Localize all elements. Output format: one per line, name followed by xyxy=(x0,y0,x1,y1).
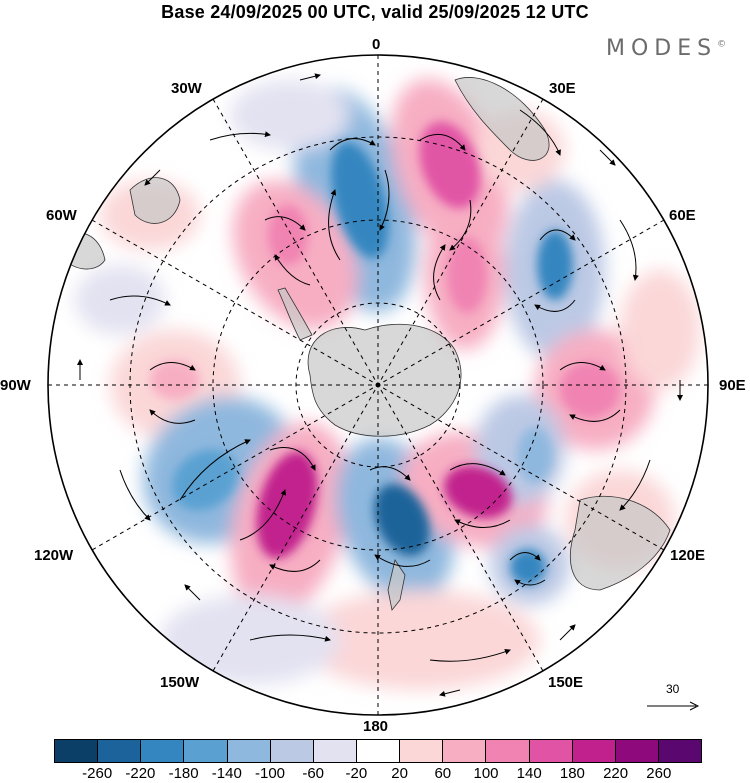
colorbar-segment xyxy=(658,740,702,762)
colorbar-segment xyxy=(400,740,444,762)
lon-label-30e: 30E xyxy=(549,80,576,97)
land-masses xyxy=(59,77,671,611)
brand-logo: MODES© xyxy=(606,36,726,61)
colorbar-tick-label: -220 xyxy=(125,765,156,782)
colorbar-tick-label: -60 xyxy=(302,765,325,782)
lon-label-180: 180 xyxy=(363,718,389,735)
colorbar-segment xyxy=(313,740,357,762)
brand-mark: © xyxy=(717,39,727,50)
anomaly-cores xyxy=(150,121,620,585)
colorbar-segment xyxy=(572,740,616,762)
colorbar-tick-label: 60 xyxy=(434,765,452,782)
lon-label-150e: 150E xyxy=(548,674,584,691)
lon-label-0: 0 xyxy=(372,36,381,53)
colorbar-tick-label: 140 xyxy=(516,765,542,782)
colorbar-segment xyxy=(227,740,271,762)
colorbar-tick-label: 260 xyxy=(646,765,672,782)
colorbar-tick-label: 180 xyxy=(559,765,585,782)
colorbar-segment xyxy=(184,740,228,762)
colorbar-segment xyxy=(98,740,142,762)
colorbar-tick-label: -260 xyxy=(82,765,113,782)
colorbar xyxy=(54,739,702,763)
reference-vector-label: 30 xyxy=(666,682,680,696)
colorbar-segment xyxy=(55,740,99,762)
pole-marker xyxy=(375,382,381,388)
colorbar-segment xyxy=(529,740,573,762)
lon-label-60w: 60W xyxy=(46,207,77,224)
lon-label-30w: 30W xyxy=(171,80,202,97)
lon-label-60e: 60E xyxy=(669,207,696,224)
brand-name: MODES xyxy=(606,36,718,61)
colorbar-tick-label: -140 xyxy=(211,765,242,782)
chart-title: Base 24/09/2025 00 UTC, valid 25/09/2025… xyxy=(161,2,589,22)
lon-label-120w: 120W xyxy=(34,547,74,564)
colorbar-tick-label: 100 xyxy=(473,765,499,782)
globe-outline xyxy=(47,54,709,716)
colorbar-tick-label: 220 xyxy=(603,765,629,782)
colorbar-segment xyxy=(486,740,530,762)
colorbar-tick-label: 20 xyxy=(391,765,408,782)
lon-label-120e: 120E xyxy=(670,547,706,564)
colorbar-tick-label: -20 xyxy=(345,765,368,782)
colorbar-segment xyxy=(356,740,401,762)
lon-label-150w: 150W xyxy=(160,674,200,691)
wind-vectors xyxy=(77,73,683,697)
lon-label-90w: 90W xyxy=(0,377,31,394)
reference-vector-arrow xyxy=(647,701,700,711)
colorbar-segment xyxy=(443,740,487,762)
lon-label-90e: 90E xyxy=(719,377,746,394)
colorbar-tick-label: -100 xyxy=(254,765,286,782)
colorbar-segment xyxy=(615,740,659,762)
colorbar-segment xyxy=(141,740,185,762)
colorbar-tick-label: -180 xyxy=(168,765,199,782)
colorbar-segment xyxy=(270,740,314,762)
